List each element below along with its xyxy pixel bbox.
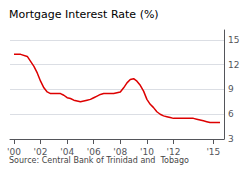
svg-text:'02: '02: [33, 146, 48, 157]
svg-text:9: 9: [228, 84, 234, 94]
svg-text:'06: '06: [86, 146, 101, 157]
svg-text:'00: '00: [7, 146, 21, 157]
svg-text:'15: '15: [206, 147, 220, 157]
svg-text:'12: '12: [166, 146, 181, 157]
svg-text:'08: '08: [113, 146, 128, 157]
svg-text:6: 6: [228, 109, 234, 119]
svg-text:Mortgage Interest Rate (%): Mortgage Interest Rate (%): [9, 8, 159, 21]
svg-text:Source: Central Bank of Trinid: Source: Central Bank of Trinidad and Tob…: [9, 156, 189, 165]
svg-text:3: 3: [228, 134, 234, 144]
svg-text:15: 15: [228, 35, 239, 45]
svg-text:'10: '10: [139, 146, 154, 157]
svg-text:'04: '04: [60, 146, 75, 157]
svg-text:12: 12: [228, 60, 239, 70]
